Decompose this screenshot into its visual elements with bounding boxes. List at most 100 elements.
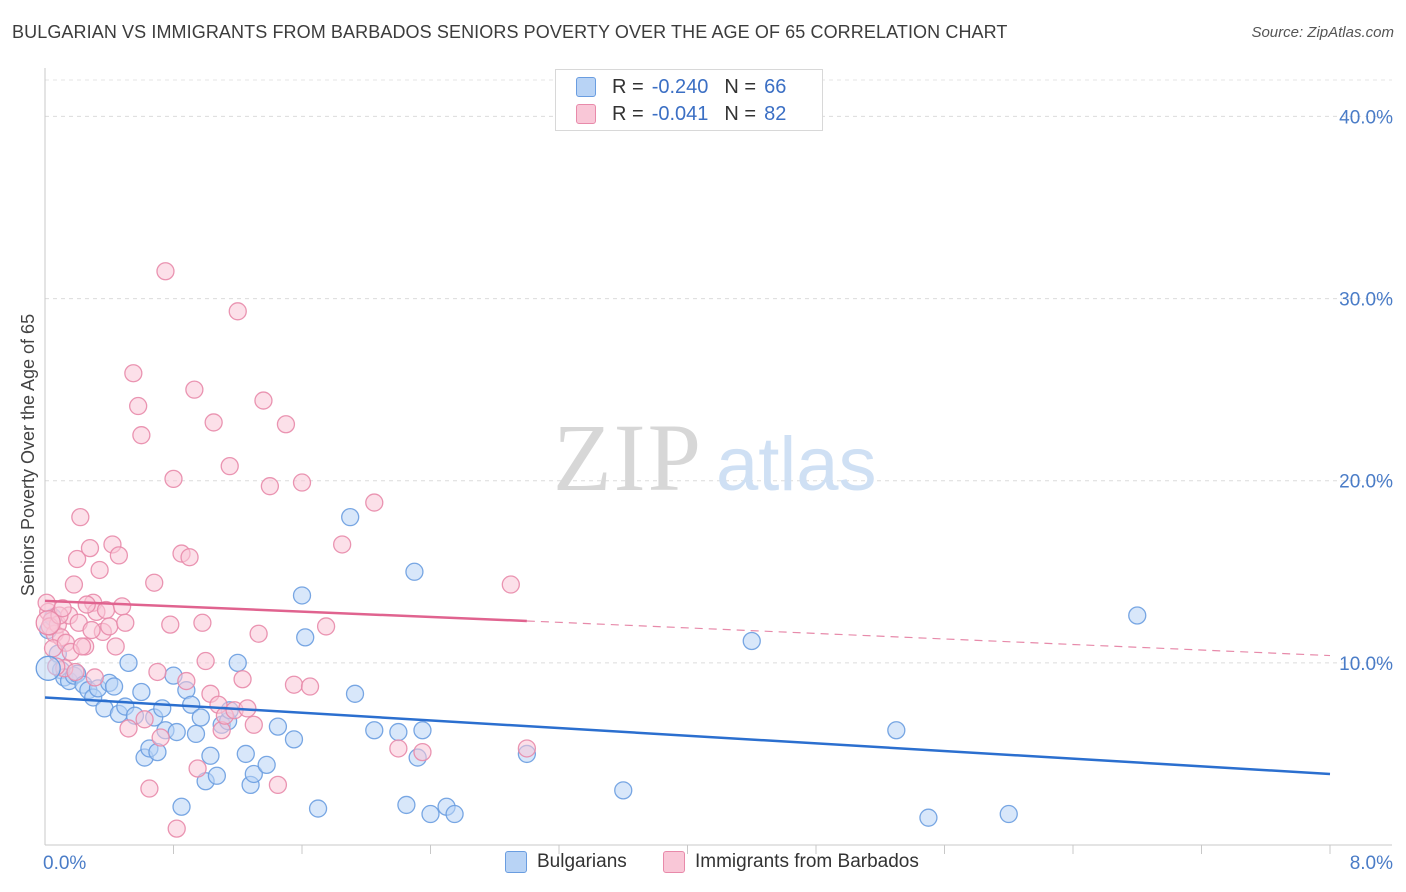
legend-swatch-bulgarians xyxy=(576,77,596,97)
barbados-point xyxy=(333,535,352,554)
bulgarians-point xyxy=(207,766,227,785)
axes xyxy=(44,68,1392,854)
legend-r-label: R = xyxy=(612,75,644,98)
barbados-point xyxy=(517,739,537,758)
barbados-point xyxy=(106,637,125,656)
bulgarians-point xyxy=(308,799,328,818)
bulgarians-point xyxy=(167,722,186,742)
legend-r-value: -0.240 xyxy=(651,75,709,98)
barbados-point xyxy=(64,575,84,594)
barbados-point xyxy=(167,819,186,838)
bulgarians-point xyxy=(119,653,138,673)
barbados-point xyxy=(100,617,119,636)
y-tick-label: 40.0% xyxy=(1339,107,1393,128)
barbados-point xyxy=(188,759,207,778)
barbados-trend-line xyxy=(44,599,527,623)
bulgarians-point xyxy=(742,631,761,651)
bulgarians-point xyxy=(191,708,210,727)
barbados-point xyxy=(135,710,154,729)
barbados-point xyxy=(284,675,304,694)
trend-lines xyxy=(44,599,1331,776)
barbados-point xyxy=(177,671,196,691)
barbados-point xyxy=(145,573,164,592)
data-points xyxy=(35,262,1147,838)
barbados-point xyxy=(82,620,101,640)
chart-title: BULGARIAN VS IMMIGRANTS FROM BARBADOS SE… xyxy=(12,22,1008,42)
barbados-point xyxy=(80,538,100,558)
legend-n-value: 66 xyxy=(764,75,787,98)
barbados-point xyxy=(140,779,159,798)
barbados-point xyxy=(148,662,167,682)
barbados-point xyxy=(300,677,320,696)
bulgarians-point xyxy=(887,721,906,740)
bottom-legend-label: Immigrants from Barbados xyxy=(695,851,919,872)
barbados-point xyxy=(233,670,252,689)
y-tick-label: 30.0% xyxy=(1339,290,1393,311)
barbados-point xyxy=(53,599,72,618)
bulgarians-point xyxy=(421,804,440,824)
bulgarians-point xyxy=(104,677,124,696)
legend-n-value: 82 xyxy=(764,102,787,125)
barbados-point xyxy=(129,396,148,416)
legend-n-label: N = xyxy=(724,75,757,98)
x-tick-label: 0.0% xyxy=(43,853,86,874)
legend-r-value: -0.041 xyxy=(651,102,709,125)
x-tick-label: 8.0% xyxy=(1350,853,1393,874)
barbados-point xyxy=(501,575,520,594)
bottom-legend-swatch-bulgarians xyxy=(505,851,527,873)
bulgarians-point xyxy=(389,722,408,742)
bulgarians-point xyxy=(365,721,384,740)
barbados-point xyxy=(254,391,273,410)
bulgarians-point xyxy=(228,653,247,673)
barbados-point xyxy=(37,593,56,612)
barbados-point xyxy=(66,662,85,682)
barbados-point xyxy=(132,426,151,445)
grid-lines xyxy=(45,79,1392,664)
bulgarians-point xyxy=(397,795,416,815)
bulgarians-point xyxy=(153,699,172,718)
barbados-point xyxy=(185,380,204,399)
barbados-point xyxy=(249,624,268,643)
barbados-point xyxy=(112,597,132,616)
barbados-point xyxy=(151,728,170,747)
barbados-point xyxy=(90,560,109,580)
barbados-point xyxy=(85,668,104,687)
y-tick-label: 20.0% xyxy=(1339,472,1393,493)
barbados-point xyxy=(71,507,90,527)
barbados-point xyxy=(164,469,183,489)
bulgarians-point xyxy=(172,797,191,816)
barbados-trend-extension xyxy=(526,620,1331,657)
barbados-point xyxy=(389,739,408,758)
bulgarians-point xyxy=(341,507,360,527)
bulgarians-point xyxy=(201,746,220,765)
correlation-legend: R = -0.240 N = 66 R = -0.041 N = 82 xyxy=(555,69,823,131)
watermark-atlas: atlas xyxy=(716,422,877,507)
bulgarians-trend-line xyxy=(44,696,1331,776)
legend-swatch-barbados xyxy=(576,104,596,124)
bulgarians-point xyxy=(296,628,315,647)
bottom-legend-label: Bulgarians xyxy=(537,851,627,872)
barbados-point xyxy=(196,651,215,671)
legend-row-barbados: R = -0.041 N = 82 xyxy=(576,101,786,127)
legend-n-label: N = xyxy=(724,102,757,125)
barbados-point xyxy=(119,719,138,738)
bulgarians-point xyxy=(35,655,61,681)
barbados-point xyxy=(109,546,129,565)
bottom-legend-bulgarians: Bulgarians xyxy=(505,851,627,873)
bulgarians-point xyxy=(236,744,255,764)
bulgarians-point xyxy=(999,804,1018,824)
barbados-point xyxy=(116,613,135,632)
bulgarians-point xyxy=(268,717,288,736)
barbados-point xyxy=(316,617,336,636)
barbados-point xyxy=(244,715,263,734)
bulgarians-point xyxy=(284,730,304,749)
chart-source: Source: ZipAtlas.com xyxy=(1251,24,1394,41)
barbados-point xyxy=(292,473,312,492)
barbados-point xyxy=(276,415,296,434)
barbados-point xyxy=(268,775,288,795)
y-axis-title: Seniors Poverty Over the Age of 65 xyxy=(18,314,38,596)
bulgarians-point xyxy=(614,781,633,800)
legend-r-label: R = xyxy=(612,102,644,125)
bulgarians-point xyxy=(345,684,365,703)
